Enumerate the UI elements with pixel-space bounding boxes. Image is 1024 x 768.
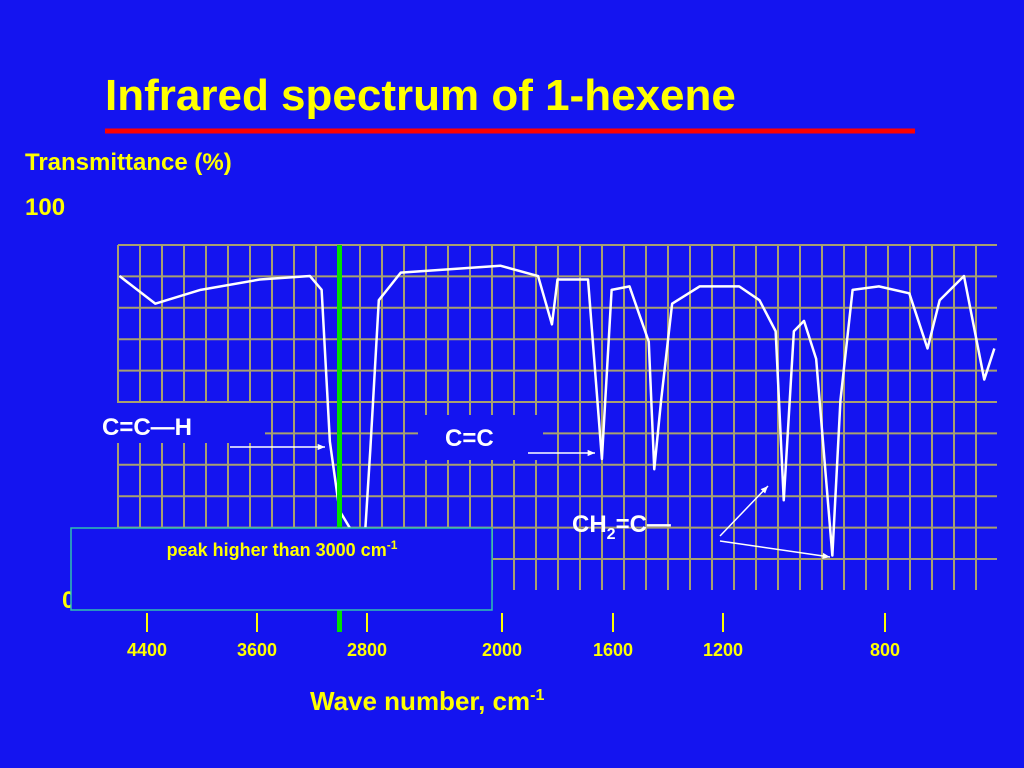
note-box — [70, 527, 493, 611]
y-axis-label: Transmittance (%) — [25, 149, 232, 176]
x-axis-label-text: Wave number, cm — [310, 686, 530, 716]
annotation-part: CH — [572, 511, 607, 538]
annotation: C=C—H — [102, 414, 192, 441]
x-axis-label: Wave number, cm-1 — [310, 686, 544, 716]
arrow-head — [760, 486, 768, 494]
annotation-part: =C— — [616, 511, 671, 538]
x-tick-label: 1600 — [593, 640, 633, 660]
chart-title: Infrared spectrum of 1-hexene — [105, 71, 736, 120]
arrow-head — [822, 552, 830, 560]
note-text-main: peak higher than 3000 cm — [167, 540, 387, 560]
annotation-box — [95, 403, 265, 443]
annotation-arrow — [719, 485, 769, 537]
annotation-part: 2 — [607, 526, 616, 543]
x-axis-label-sup: -1 — [530, 687, 544, 704]
annotation-box — [418, 415, 543, 460]
x-tick-label: 4400 — [127, 640, 167, 660]
annotation: CH2=C— — [572, 511, 671, 543]
arrow-head — [587, 449, 595, 457]
annotation-arrow — [719, 540, 831, 558]
x-tick-label: 3600 — [237, 640, 277, 660]
arrow-head — [317, 443, 325, 451]
y-tick-label: 100 — [25, 194, 65, 221]
note-text-sup: -1 — [387, 538, 398, 552]
x-tick-label: 1200 — [703, 640, 743, 660]
annotation: C=C — [445, 425, 494, 452]
x-tick-label: 800 — [870, 640, 900, 660]
x-tick-label: 2800 — [347, 640, 387, 660]
note-text: peak higher than 3000 cm-1 — [167, 538, 398, 560]
x-tick-label: 2000 — [482, 640, 522, 660]
